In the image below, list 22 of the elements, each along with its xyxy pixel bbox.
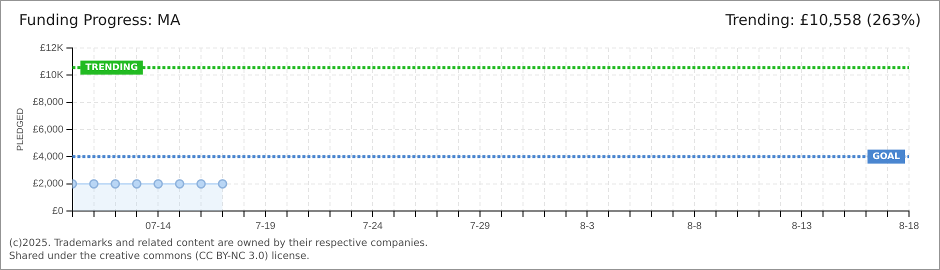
x-tick-label: 8-8 bbox=[687, 220, 702, 232]
x-tick-label: 8-18 bbox=[898, 220, 920, 232]
y-tick-label: £10K bbox=[40, 70, 64, 81]
y-tick-label: £6,000 bbox=[32, 124, 64, 136]
x-tick-label: 8-13 bbox=[792, 220, 812, 232]
x-tick-label: 07-14 bbox=[145, 220, 172, 232]
chart-subtitle: Trending: £10,558 (263%) bbox=[726, 11, 921, 29]
text: Shared under the creative commons (CC BY-NC 3.0) license. bbox=[9, 250, 311, 263]
y-tick-label: £8,000 bbox=[32, 97, 64, 108]
x-tick-label: 7-29 bbox=[470, 220, 490, 232]
x-tick-label: 8-3 bbox=[580, 220, 595, 232]
ref-line-label: TRENDING bbox=[85, 62, 138, 73]
ref-line-label: GOAL bbox=[872, 152, 900, 162]
text: (c)2025. Trademarks and related content are owned by their respective companies. bbox=[9, 237, 428, 250]
chart-title: Funding Progress: MA bbox=[19, 11, 180, 29]
y-axis-title: PLEDGED bbox=[14, 107, 25, 152]
x-tick-label: 7-24 bbox=[362, 220, 384, 232]
y-tick-label: £2,000 bbox=[32, 178, 64, 190]
y-tick-label: £0 bbox=[52, 206, 64, 217]
y-tick-label: £4,000 bbox=[32, 151, 64, 162]
y-tick-label: £12K bbox=[40, 42, 64, 54]
x-tick-label: 7-19 bbox=[255, 220, 276, 232]
